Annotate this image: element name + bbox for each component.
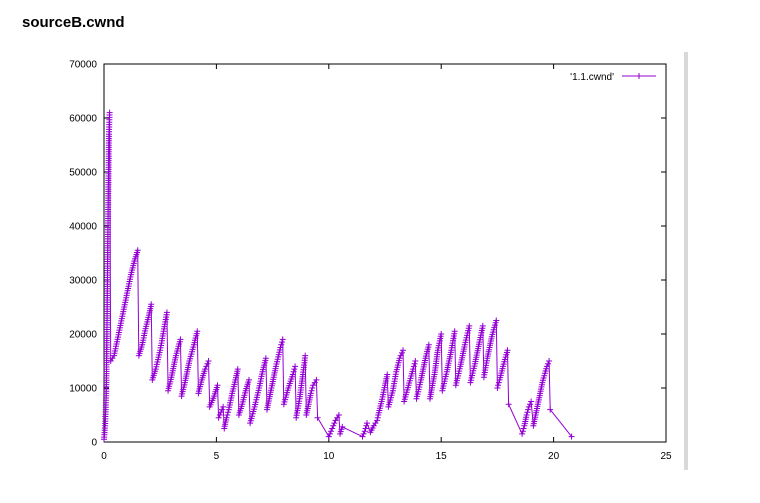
x-tick-label: 25 <box>660 451 672 462</box>
y-tick-label: 20000 <box>69 330 97 341</box>
y-tick-label: 40000 <box>69 222 97 233</box>
legend-label: '1.1.cwnd' <box>570 72 614 83</box>
y-axis: 0 10000 20000 30000 40000 50000 60000 70000 <box>69 60 666 449</box>
y-tick-label: 0 <box>91 438 97 449</box>
y-tick-label: 10000 <box>69 384 97 395</box>
x-tick-label: 10 <box>323 451 335 462</box>
page-title: sourceB.cwnd <box>22 14 125 31</box>
series-line <box>103 112 572 440</box>
legend-marker <box>636 73 642 79</box>
x-axis: 0 5 10 15 20 25 <box>101 64 672 462</box>
y-tick-label: 70000 <box>69 60 97 71</box>
x-tick-label: 20 <box>548 451 560 462</box>
x-tick-label: 15 <box>436 451 448 462</box>
series-layer <box>101 109 575 443</box>
plot-frame <box>103 63 667 443</box>
x-tick-label: 0 <box>101 451 107 462</box>
right-divider <box>684 52 688 470</box>
x-tick-label: 5 <box>214 451 220 462</box>
y-tick-label: 50000 <box>69 168 97 179</box>
legend: '1.1.cwnd' <box>570 72 656 83</box>
y-tick-label: 60000 <box>69 114 97 125</box>
series-markers <box>101 109 575 443</box>
y-tick-label: 30000 <box>69 276 97 287</box>
